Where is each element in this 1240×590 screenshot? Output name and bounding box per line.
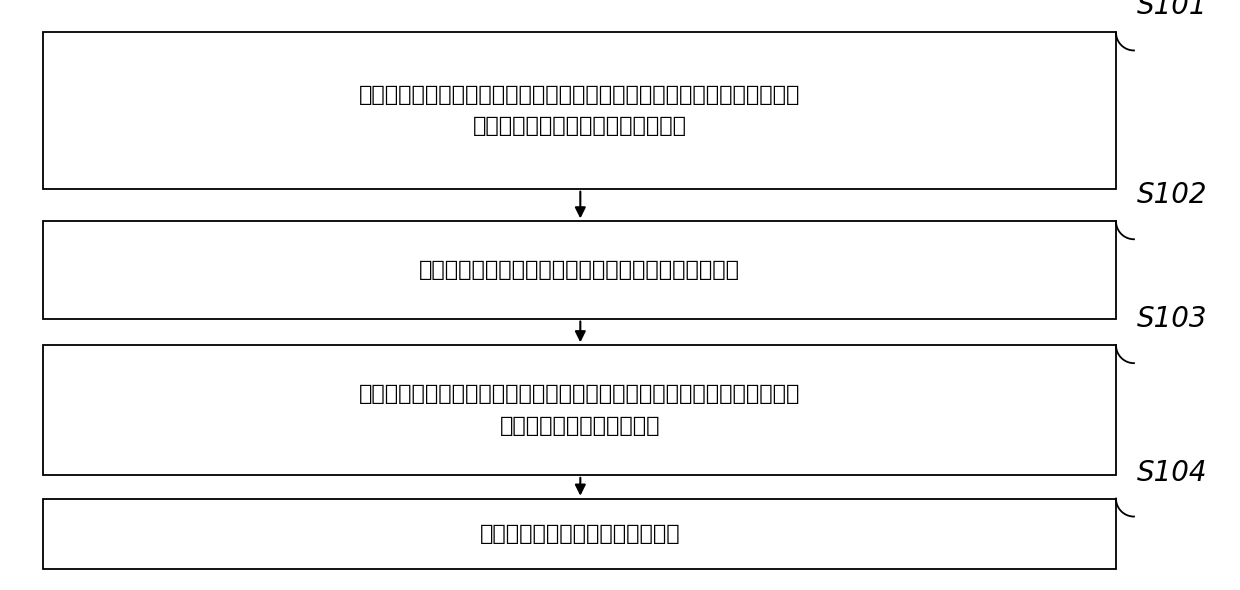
Text: S103: S103 [1137,305,1208,333]
Text: 通过供电模块对电路进行供电；通过电流检测模块检测电路的电流数据；通
过电压检测模块检测电路的电压数据: 通过供电模块对电路进行供电；通过电流检测模块检测电路的电流数据；通 过电压检测模… [360,85,800,136]
Bar [43,221,1116,319]
Text: 通过显示模块显示检测的数据信息: 通过显示模块显示检测的数据信息 [480,524,680,544]
Text: S101: S101 [1137,0,1208,21]
Text: S102: S102 [1137,181,1208,209]
Text: 主控模块调度电路监测模块对电路的运转状态进行监测: 主控模块调度电路监测模块对电路的运转状态进行监测 [419,260,740,280]
Bar [43,32,1116,189]
Bar [43,345,1116,475]
Text: 通过断电测试模块对电路的断电机制进行测试；通过告警模块对电路监测模
块监测的故障信息进行报警: 通过断电测试模块对电路的断电机制进行测试；通过告警模块对电路监测模 块监测的故障… [360,385,800,435]
Text: S104: S104 [1137,458,1208,487]
Bar [43,499,1116,569]
